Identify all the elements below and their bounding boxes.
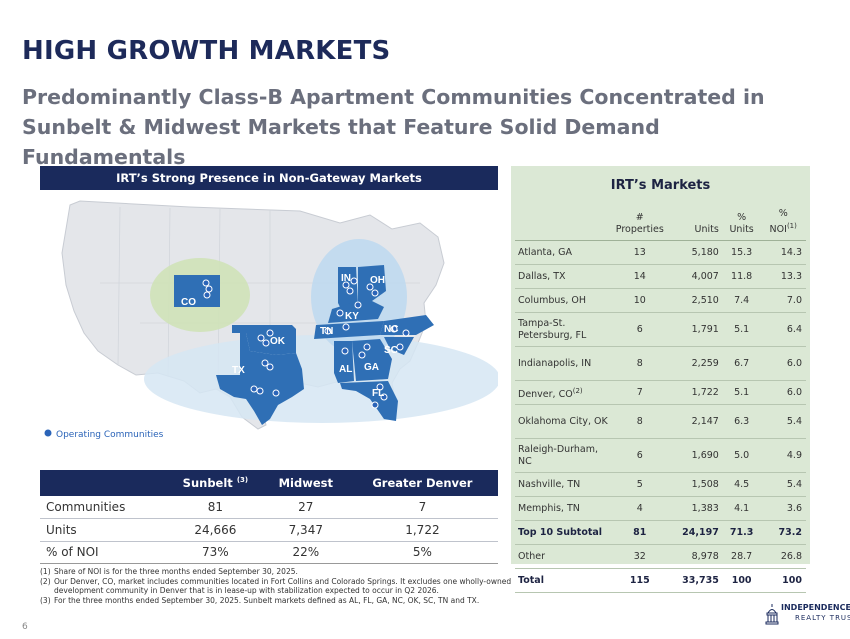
- region-header-denver: Greater Denver: [346, 470, 498, 496]
- region-header-empty: [40, 470, 166, 496]
- map-legend: Operating Communities: [56, 430, 164, 440]
- marker: [342, 281, 350, 289]
- marker: [336, 309, 344, 317]
- marker: [257, 334, 265, 342]
- marker: [396, 343, 404, 351]
- footnotes: (1) Share of NOI is for the three months …: [40, 567, 560, 605]
- table-row: Communities 81 27 7: [40, 496, 498, 519]
- legend-marker-icon: [44, 429, 52, 437]
- marker: [266, 329, 274, 337]
- marker: [402, 329, 410, 337]
- state-oh: [358, 265, 386, 301]
- state-label-oh: OH: [370, 275, 385, 286]
- table-row: Denver, CO(2) 7 1,722 5.1 6.0: [515, 380, 806, 406]
- table-row: Tampa-St. Petersburg, FL 6 1,791 5.1 6.4: [515, 312, 806, 348]
- table-row: Other 32 8,978 28.7 26.8: [515, 544, 806, 570]
- state-ky: [328, 301, 384, 323]
- marker: [380, 393, 388, 401]
- marker: [256, 387, 264, 395]
- marker: [261, 359, 269, 367]
- marker: [346, 287, 354, 295]
- state-al: [334, 341, 354, 383]
- marker: [363, 343, 371, 351]
- table-row: Memphis, TN 4 1,383 4.1 3.6: [515, 496, 806, 522]
- marker: [358, 351, 366, 359]
- markets-table: # Properties Units % Units % NOI(1) Atlanta…: [515, 208, 806, 594]
- state-ok: [232, 325, 296, 355]
- markets-title: IRT’s Markets: [610, 178, 711, 193]
- table-row: Nashville, TN 5 1,508 4.5 5.4: [515, 472, 806, 498]
- table-row: Atlanta, GA 13 5,180 15.3 14.3: [515, 240, 806, 266]
- page-title: HIGH GROWTH MARKETS: [22, 36, 391, 66]
- state-label-sc: SC: [384, 345, 398, 356]
- table-row: Units 24,666 7,347 1,722: [40, 518, 498, 542]
- marker: [390, 325, 398, 333]
- marker: [354, 301, 362, 309]
- units-col-header: Units: [668, 208, 723, 242]
- marker: [202, 279, 210, 287]
- pct-units-col-header: % Units: [722, 208, 765, 242]
- marker: [371, 289, 379, 297]
- state-ga: [352, 339, 392, 381]
- page-subtitle: Predominantly Class-B Apartment Communit…: [22, 85, 765, 169]
- market-col-header: [515, 208, 615, 242]
- state-label-ky: KY: [345, 311, 359, 322]
- table-row: Raleigh-Durham, NC 6 1,690 5.0 4.9: [515, 438, 806, 474]
- state-tn: [314, 321, 384, 339]
- pct-noi-col-header: % NOI(1): [764, 208, 806, 242]
- state-fl: [340, 381, 398, 421]
- state-label-tx: TX: [232, 365, 245, 376]
- table-row: Dallas, TX 14 4,007 11.8 13.3: [515, 264, 806, 290]
- state-label-al: AL: [339, 364, 352, 375]
- state-label-ok: OK: [270, 336, 286, 347]
- region-header-midwest: Midwest: [264, 470, 347, 496]
- company-logo: INDEPENDENCE REALTY TRUST: [765, 601, 850, 631]
- table-row: % of NOI 73% 22% 5%: [40, 541, 498, 564]
- properties-col-header: # Properties: [614, 208, 669, 242]
- footnote: (3) For the three months ended September …: [40, 595, 480, 605]
- state-label-nc: NC: [384, 324, 398, 335]
- markets-panel: IRT’s Markets # Properties Units % Units %…: [511, 166, 810, 594]
- marker: [342, 323, 350, 331]
- region-header-sunbelt: Sunbelt (3): [166, 470, 265, 496]
- marker: [350, 277, 358, 285]
- marker: [366, 283, 374, 291]
- capitol-dome-icon: [765, 604, 779, 625]
- state-label-tn: TN: [320, 326, 333, 337]
- us-map: CO IN OH KY TN NC OK SC TX AL GA FL Oper…: [44, 200, 498, 440]
- marker: [266, 363, 274, 371]
- state-label-fl: FL: [372, 388, 384, 399]
- table-row: Indianapolis, IN 8 2,259 6.7 6.0: [515, 346, 806, 382]
- state-label-ga: GA: [364, 362, 379, 373]
- table-row: Oklahoma City, OK 8 2,147 6.3 5.4: [515, 404, 806, 440]
- marker: [205, 285, 213, 293]
- map-banner: IRT’s Strong Presence in Non-Gateway Mar…: [40, 166, 498, 190]
- marker: [272, 389, 280, 397]
- page-number: 6: [22, 622, 28, 632]
- state-label-in: IN: [341, 273, 351, 284]
- region-summary-table: Sunbelt (3) Midwest Greater Denver Commu…: [40, 470, 498, 564]
- state-label-co: CO: [181, 297, 196, 308]
- marker: [262, 339, 270, 347]
- marker: [376, 383, 384, 391]
- sunbelt-oval: [144, 335, 498, 423]
- marker: [341, 347, 349, 355]
- table-row: Top 10 Subtotal 81 24,197 71.3 73.2: [515, 520, 806, 546]
- marker: [324, 327, 332, 335]
- footnote: (1) Share of NOI is for the three months …: [40, 567, 298, 576]
- state-tx: [216, 333, 304, 425]
- marker: [250, 385, 258, 393]
- marker: [203, 291, 211, 299]
- marker: [371, 401, 379, 409]
- table-row: Total 115 33,735 100 100: [515, 568, 806, 594]
- footnote: (2) Our Denver, CO, market includes commu…: [40, 576, 512, 596]
- table-row: Columbus, OH 10 2,510 7.4 7.0: [515, 288, 806, 314]
- state-co: [174, 275, 220, 307]
